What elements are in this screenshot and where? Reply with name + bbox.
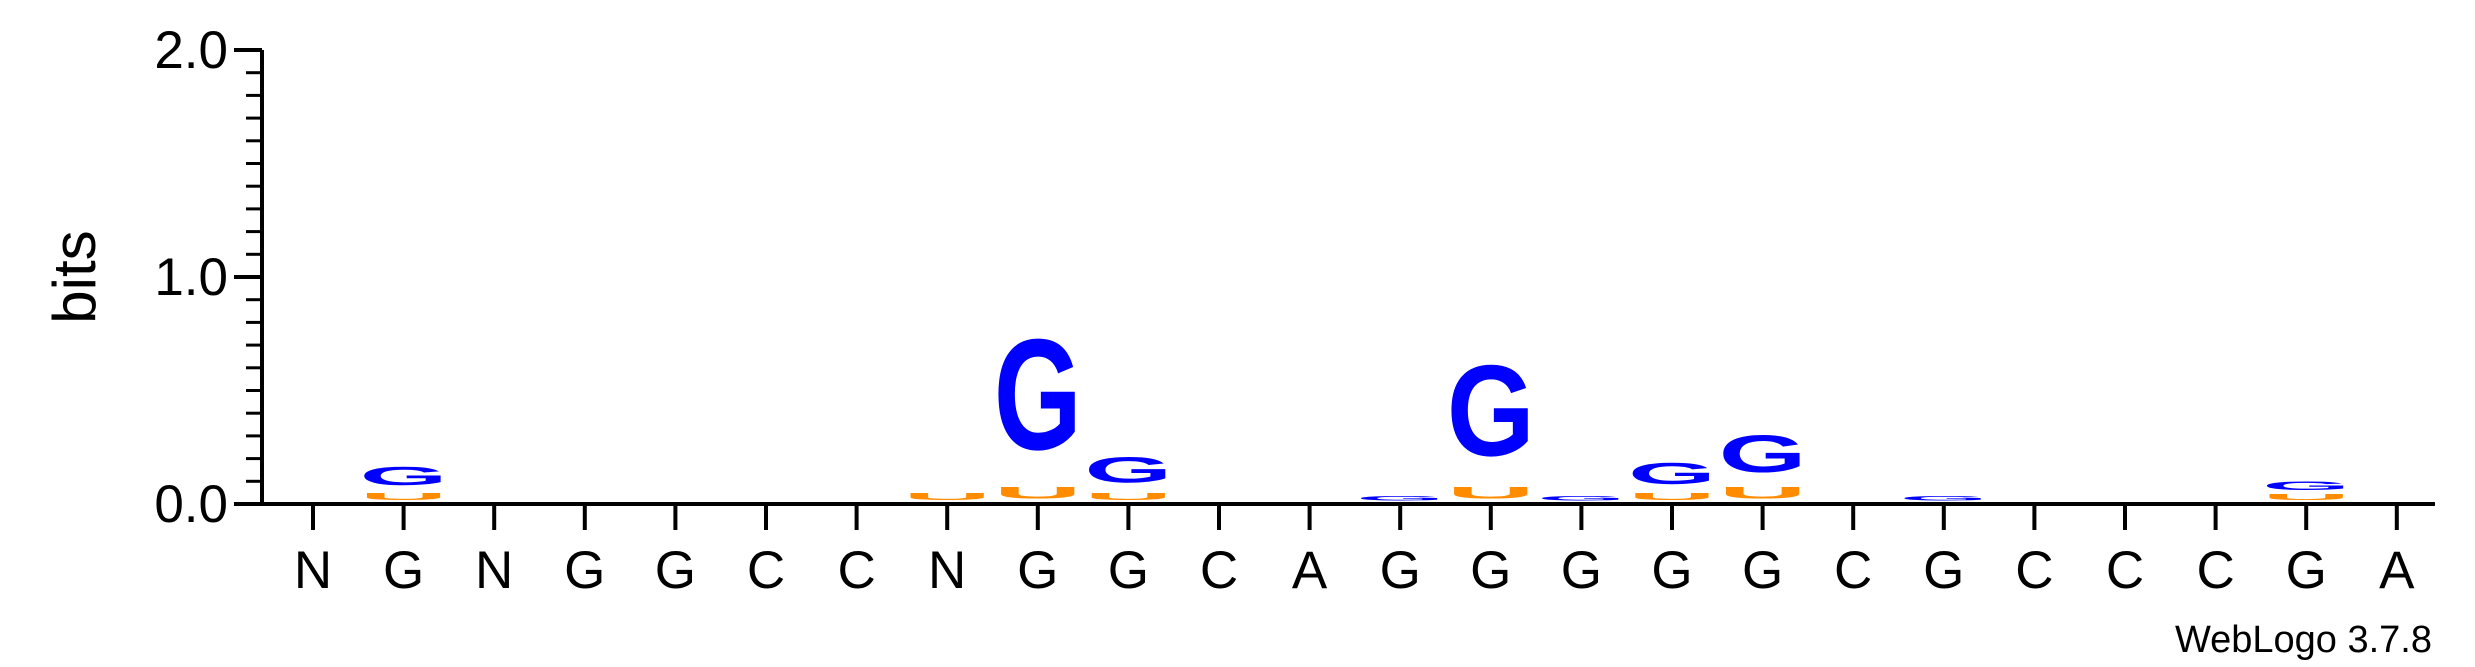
x-position-label: C [747,541,785,600]
x-position-label: C [1834,541,1872,600]
x-position-label: G [2286,541,2327,600]
x-position-label: G [564,541,605,600]
logo-letter-u: U [1628,491,1716,502]
logo-letter-u: U [360,491,448,502]
y-tick-label: 1.0 [154,248,228,307]
logo-letter-u: U [903,491,991,502]
logo-letter-g: G [1900,495,1988,502]
weblogo-credit: WebLogo 3.7.8 [2175,619,2432,661]
y-axis-label: bits [41,230,108,323]
axes [262,50,2435,504]
x-position-label: C [2106,541,2144,600]
logo-letter-g: G [1537,495,1625,502]
logo-letter-g: G [360,461,448,490]
logo-letter-g: G [994,308,1082,484]
y-tick-label: 2.0 [154,21,228,80]
logo-letter-u: U [1719,484,1807,502]
x-position-label: G [1108,541,1149,600]
x-position-label: G [1470,541,1511,600]
x-position-label: G [1651,541,1692,600]
y-tick-label: 0.0 [154,475,228,534]
x-position-label: G [1017,541,1058,600]
y-ticks: 0.0 1.0 2.0 [154,21,262,534]
logo-letter-g: G [2262,479,2350,493]
x-position-label: G [1380,541,1421,600]
x-position-label: G [655,541,696,600]
x-position-label: A [1292,541,1328,600]
logo-letter-g: G [1628,456,1716,490]
logo-letter-u: U [994,484,1082,502]
logo-letter-g: G [1447,338,1535,483]
x-position-label: G [1923,541,1964,600]
x-position-label: G [383,541,424,600]
logo-letter-u: U [1084,491,1172,502]
x-position-label: N [928,541,966,600]
x-position-label: G [1561,541,1602,600]
x-position-label: N [475,541,513,600]
x-position-label: A [2379,541,2415,600]
x-position-label: G [1742,541,1783,600]
x-position-label: C [837,541,875,600]
logo-letter-g: G [1084,450,1172,491]
logo-letter-g: G [1356,495,1444,502]
x-position-label: N [294,541,332,600]
logo-letter-u: U [1447,484,1535,502]
x-position-label: C [2196,541,2234,600]
x-position-label: C [2015,541,2053,600]
logo-letter-g: G [1719,424,1807,483]
logo-letter-u: U [2262,493,2350,502]
x-position-label: C [1200,541,1238,600]
